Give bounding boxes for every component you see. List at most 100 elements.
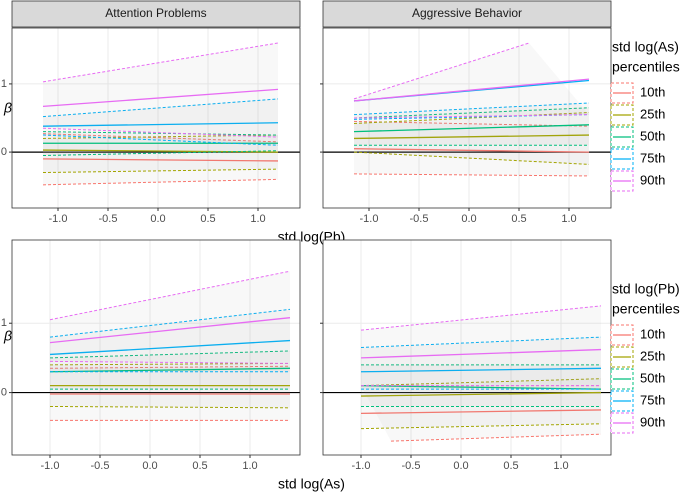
ribbon [361, 337, 601, 390]
lower-bound [390, 433, 602, 442]
legend-title: percentiles [612, 301, 680, 317]
line [360, 367, 602, 373]
panel-background [12, 240, 300, 455]
x-tick-label: 0.5 [192, 460, 207, 472]
line [360, 391, 602, 397]
ribbon [50, 309, 290, 372]
legend-label: 90th [640, 172, 665, 187]
panel-border [11, 27, 301, 209]
ribbon [354, 107, 589, 146]
x-tick-label: 1.0 [250, 213, 265, 225]
x-tick-label: 0.5 [200, 213, 215, 225]
y-tick-label: 0 [1, 146, 7, 158]
x-tick-label: -0.5 [91, 460, 110, 472]
line [42, 122, 279, 127]
x-axis-label: std log(As) [278, 476, 345, 492]
y-axis-label: β [3, 327, 12, 343]
lower-bound [360, 423, 602, 430]
x-tick-label: 1.0 [553, 460, 568, 472]
x-tick-label: 0.0 [453, 460, 468, 472]
x-tick-label: -0.5 [402, 460, 421, 472]
lower-bound [42, 134, 279, 146]
legend-label: 50th [640, 128, 665, 143]
legend-label: 10th [640, 84, 665, 99]
lower-bound [49, 360, 291, 364]
strip-title: Aggressive Behavior [412, 6, 522, 20]
ribbon [361, 378, 601, 429]
x-tick-label: 0.0 [150, 213, 165, 225]
x-tick-label: 0.5 [511, 213, 526, 225]
upper-bound [353, 42, 530, 100]
x-tick-label: 0.0 [461, 213, 476, 225]
y-axis-label: β [3, 100, 12, 116]
panel-border [11, 239, 301, 456]
x-tick-label: -0.5 [410, 213, 429, 225]
line [49, 367, 291, 373]
lower-bound [42, 150, 279, 156]
panel-background [323, 240, 611, 455]
x-tick-label: -1.0 [352, 460, 371, 472]
lower-bound [49, 405, 291, 409]
legend-label: 10th [640, 326, 665, 341]
line [49, 339, 291, 356]
x-tick-label: 0.5 [503, 460, 518, 472]
upper-bound [42, 131, 279, 136]
upper-bound [360, 378, 602, 387]
upper-bound [49, 270, 291, 321]
upper-bound [360, 336, 602, 348]
ribbon [43, 43, 278, 138]
upper-bound [49, 362, 291, 366]
line [49, 317, 291, 344]
line [353, 148, 590, 153]
line [360, 348, 602, 359]
y-tick-label: 0 [1, 386, 7, 398]
legend-label: 75th [640, 150, 665, 165]
line [42, 88, 279, 108]
line [42, 158, 279, 162]
lower-bound [42, 127, 279, 138]
upper-bound [353, 102, 590, 116]
ribbon [50, 271, 290, 364]
line [353, 124, 590, 133]
lower-bound [42, 178, 279, 186]
legend-label: 75th [640, 392, 665, 407]
legend-title: percentiles [612, 59, 680, 75]
legend-label: 25th [640, 106, 665, 121]
line [353, 78, 590, 102]
ribbon [354, 112, 589, 165]
legend-label: 25th [640, 348, 665, 363]
legend-label: 90th [640, 414, 665, 429]
x-tick-label: 1.0 [561, 213, 576, 225]
lower-bound [353, 114, 590, 119]
upper-bound [42, 133, 279, 143]
lower-bound [42, 168, 279, 174]
ribbon [43, 133, 278, 185]
y-tick-label: 1 [1, 78, 7, 90]
upper-bound [353, 112, 590, 124]
upper-bound [353, 107, 590, 119]
x-tick-label: -0.5 [99, 213, 118, 225]
line [360, 384, 602, 390]
legend-title: std log(Pb) [612, 281, 680, 297]
line [353, 134, 590, 140]
x-tick-label: -1.0 [41, 460, 60, 472]
x-tick-label: 1.0 [242, 460, 257, 472]
strip-title: Attention Problems [105, 6, 206, 20]
ribbon [361, 305, 601, 386]
upper-bound [49, 308, 291, 338]
x-tick-label: -1.0 [49, 213, 68, 225]
ribbon [43, 98, 278, 146]
legend-label: 50th [640, 370, 665, 385]
legend-title: std log(As) [612, 39, 679, 55]
upper-bound [360, 305, 602, 331]
ribbon [354, 43, 589, 118]
line [360, 409, 602, 415]
x-tick-label: -1.0 [360, 213, 379, 225]
upper-bound [42, 98, 279, 118]
ribbon [43, 135, 278, 173]
strip [322, 0, 612, 28]
ribbon [354, 121, 589, 176]
y-tick-label: 1 [1, 317, 7, 329]
lower-bound [353, 151, 590, 165]
